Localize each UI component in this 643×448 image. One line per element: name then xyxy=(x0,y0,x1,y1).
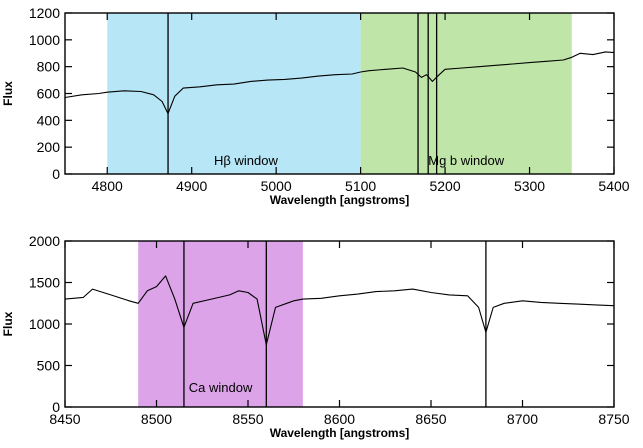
x-tick-label: 5400 xyxy=(598,178,629,194)
y-tick-label: 1200 xyxy=(29,5,60,21)
y-tick-label: 200 xyxy=(37,139,61,155)
x-tick-label: 5100 xyxy=(345,178,376,194)
y-axis-title: Flux xyxy=(1,311,15,336)
shaded-region xyxy=(360,13,572,174)
spectrum-line xyxy=(64,51,615,115)
x-axis-title: Wavelength [angstroms] xyxy=(270,193,410,207)
region-label: Ca window xyxy=(189,380,253,395)
x-tick-label: 8750 xyxy=(598,411,629,427)
y-axis-title: Flux xyxy=(1,81,15,106)
y-tick-label: 0 xyxy=(52,399,60,415)
y-tick-label: 2000 xyxy=(29,233,60,249)
chart-1: Hβ window Mg b window 4800 4900 5000 5100 5200… xyxy=(1,5,630,207)
x-tick-label: 8550 xyxy=(232,411,263,427)
x-tick-label: 8500 xyxy=(141,411,172,427)
x-tick-label: 4800 xyxy=(92,178,123,194)
shaded-region xyxy=(138,241,303,407)
y-tick-label: 0 xyxy=(52,166,60,182)
x-tick-label: 5300 xyxy=(514,178,545,194)
region-label: Mg b window xyxy=(428,153,504,168)
y-tick-label: 600 xyxy=(37,86,61,102)
shaded-region xyxy=(107,13,361,174)
x-tick-label: 8650 xyxy=(415,411,446,427)
y-tick-label: 1000 xyxy=(29,316,60,332)
x-tick-label: 4900 xyxy=(176,178,207,194)
spectrum-line xyxy=(64,275,615,346)
x-tick-label: 8700 xyxy=(507,411,538,427)
region-label: Hβ window xyxy=(214,153,278,168)
x-tick-label: 8450 xyxy=(49,411,80,427)
x-tick-label: 8600 xyxy=(324,411,355,427)
x-tick-label: 5200 xyxy=(429,178,460,194)
y-tick-label: 400 xyxy=(37,112,61,128)
y-tick-label: 800 xyxy=(37,59,61,75)
x-axis-title: Wavelength [angstroms] xyxy=(270,426,410,440)
chart-2: Ca window 8450 8500 8550 8600 8650 8700 8750 0 50… xyxy=(1,233,630,440)
y-tick-label: 1500 xyxy=(29,275,60,291)
x-tick-label: 5000 xyxy=(261,178,292,194)
y-tick-label: 500 xyxy=(37,358,61,374)
y-tick-label: 1000 xyxy=(29,32,60,48)
